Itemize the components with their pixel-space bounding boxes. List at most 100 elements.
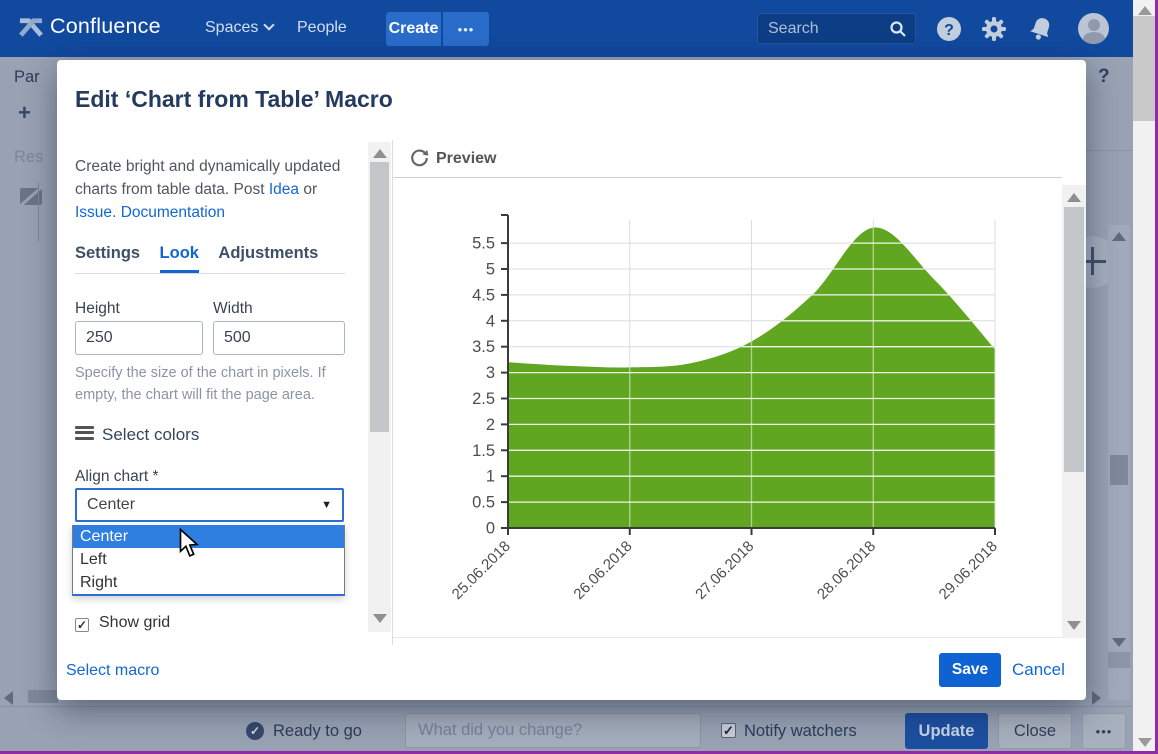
nav-people[interactable]: People bbox=[297, 19, 347, 36]
scroll-down-arrow-icon[interactable] bbox=[1067, 621, 1081, 630]
background-restrictions-text: Res bbox=[14, 148, 44, 166]
align-chart-label: Align chart * bbox=[75, 468, 159, 485]
svg-text:26.06.2018: 26.06.2018 bbox=[570, 538, 635, 603]
dialog-title: Edit ‘Chart from Table’ Macro bbox=[75, 86, 393, 112]
avatar-person-icon bbox=[1087, 19, 1100, 31]
svg-text:29.06.2018: 29.06.2018 bbox=[936, 538, 1001, 603]
documentation-link[interactable]: Documentation bbox=[120, 204, 225, 221]
change-comment-input[interactable] bbox=[405, 713, 701, 748]
top-navbar: Confluence Spaces People Create ••• ? bbox=[0, 0, 1158, 57]
editor-bottom-bar: ✓ Ready to go ✓ Notify watchers Update C… bbox=[0, 706, 1158, 752]
scroll-up-arrow-icon[interactable] bbox=[1067, 193, 1081, 202]
nav-spaces[interactable]: Spaces bbox=[205, 19, 276, 37]
scroll-right-arrow-icon[interactable] bbox=[1092, 691, 1101, 705]
scroll-down-arrow-icon[interactable] bbox=[1112, 638, 1126, 647]
nav-more-button[interactable]: ••• bbox=[443, 12, 489, 46]
panel-scrollbar[interactable] bbox=[368, 142, 391, 632]
scroll-down-arrow-icon[interactable] bbox=[372, 614, 387, 623]
scroll-left-arrow-icon[interactable] bbox=[4, 691, 13, 705]
bottom-more-button[interactable]: ••• bbox=[1082, 713, 1126, 749]
cancel-link[interactable]: Cancel bbox=[1012, 660, 1065, 679]
option-right[interactable]: Right bbox=[80, 574, 118, 591]
create-button[interactable]: Create bbox=[386, 12, 441, 46]
tab-settings[interactable]: Settings bbox=[75, 244, 141, 262]
height-label: Height bbox=[75, 300, 120, 317]
color-bars-icon bbox=[75, 425, 94, 443]
scroll-up-arrow-icon[interactable] bbox=[1137, 6, 1152, 15]
width-field[interactable] bbox=[213, 321, 345, 355]
background-add-button: + bbox=[18, 100, 31, 125]
svg-text:1.5: 1.5 bbox=[472, 442, 495, 460]
save-button[interactable]: Save bbox=[939, 653, 1001, 687]
svg-text:2.5: 2.5 bbox=[472, 390, 495, 408]
idea-link[interactable]: Idea bbox=[268, 181, 300, 198]
svg-text:4: 4 bbox=[486, 312, 495, 330]
align-chart-select[interactable]: Center ▼ bbox=[75, 488, 344, 522]
help-icon[interactable]: ? bbox=[936, 16, 962, 42]
svg-text:0.5: 0.5 bbox=[472, 494, 495, 512]
search-input[interactable] bbox=[768, 17, 883, 40]
confluence-logo-icon bbox=[19, 18, 43, 37]
notifications-bell-icon[interactable] bbox=[1028, 16, 1054, 42]
option-center[interactable]: Center bbox=[73, 525, 344, 548]
svg-text:27.06.2018: 27.06.2018 bbox=[692, 538, 757, 603]
browser-scrollbar[interactable] bbox=[1133, 0, 1156, 754]
macro-description: Create bright and dynamically updated ch… bbox=[75, 158, 341, 221]
preview-header: Preview bbox=[393, 140, 1062, 178]
update-button[interactable]: Update bbox=[905, 713, 988, 749]
preview-scrollbar[interactable] bbox=[1062, 185, 1086, 638]
preview-pane: Preview 0 0.5 1 1.5 2 2.5 3 3.5 4 4.5 5 5.5 25.06.20… bbox=[393, 140, 1062, 638]
issue-link[interactable]: Issue bbox=[75, 204, 113, 221]
tab-adjustments[interactable]: Adjustments bbox=[218, 244, 319, 262]
align-chart-options: Center Left Right bbox=[72, 525, 345, 596]
svg-text:4.5: 4.5 bbox=[472, 286, 495, 304]
svg-text:5.5: 5.5 bbox=[472, 235, 495, 253]
scroll-up-arrow-icon[interactable] bbox=[1112, 232, 1126, 241]
user-avatar[interactable] bbox=[1078, 13, 1109, 44]
tab-look[interactable]: Look bbox=[159, 244, 199, 273]
select-dropdown-arrow-icon: ▼ bbox=[321, 499, 332, 511]
notify-watchers-label: Notify watchers bbox=[744, 722, 857, 740]
capture-border bbox=[1155, 0, 1158, 754]
svg-text:3.5: 3.5 bbox=[472, 338, 495, 356]
search-icon bbox=[890, 21, 906, 37]
svg-text:5: 5 bbox=[486, 261, 495, 279]
macro-settings-panel: Create bright and dynamically updated ch… bbox=[57, 140, 368, 645]
close-button[interactable]: Close bbox=[998, 713, 1072, 749]
show-grid-label: Show grid bbox=[99, 614, 171, 631]
preview-label: Preview bbox=[436, 150, 497, 167]
scroll-up-arrow-icon[interactable] bbox=[372, 149, 387, 158]
browser-scrollbar-thumb[interactable] bbox=[1133, 16, 1155, 121]
mouse-cursor bbox=[179, 528, 199, 557]
svg-text:0: 0 bbox=[486, 520, 495, 538]
background-page-text: Par bbox=[14, 68, 40, 86]
scroll-down-arrow-icon[interactable] bbox=[1137, 738, 1152, 747]
preview-scrollbar-thumb[interactable] bbox=[1064, 207, 1084, 472]
svg-text:28.06.2018: 28.06.2018 bbox=[814, 538, 879, 603]
settings-gear-icon[interactable] bbox=[981, 16, 1007, 42]
show-grid-checkbox[interactable]: ✓ bbox=[75, 618, 89, 632]
hscrollbar-thumb[interactable] bbox=[28, 690, 58, 703]
settings-tabs: Settings Look Adjustments bbox=[75, 244, 345, 273]
option-left[interactable]: Left bbox=[80, 551, 107, 568]
status-text: Ready to go bbox=[273, 722, 362, 740]
svg-text:25.06.2018: 25.06.2018 bbox=[449, 538, 514, 603]
refresh-icon[interactable] bbox=[409, 148, 430, 169]
panel-scrollbar-thumb[interactable] bbox=[370, 162, 389, 432]
background-chart-placeholder-icon bbox=[18, 184, 44, 209]
page-help-icon[interactable]: ? bbox=[1098, 66, 1110, 87]
notify-watchers-checkbox[interactable]: ✓ bbox=[721, 723, 736, 738]
height-field[interactable] bbox=[75, 321, 203, 355]
area-chart: 0 0.5 1 1.5 2 2.5 3 3.5 4 4.5 5 5.5 25.06.2018 26.06.… bbox=[449, 214, 1001, 603]
svg-text:2: 2 bbox=[486, 416, 495, 434]
page-scrollbar-thumb[interactable] bbox=[1110, 455, 1128, 485]
select-colors-link[interactable]: Select colors bbox=[75, 425, 199, 445]
svg-text:3: 3 bbox=[486, 364, 495, 382]
show-grid-row: ✓ Show grid bbox=[75, 614, 170, 632]
search-box[interactable] bbox=[757, 13, 916, 44]
svg-text:1: 1 bbox=[486, 468, 495, 486]
size-helper-text: Specify the size of the chart in pixels.… bbox=[75, 365, 326, 403]
dialog-footer: Select macro Save Cancel bbox=[57, 645, 1086, 700]
chevron-down-icon bbox=[263, 19, 276, 31]
select-macro-link[interactable]: Select macro bbox=[66, 662, 160, 679]
